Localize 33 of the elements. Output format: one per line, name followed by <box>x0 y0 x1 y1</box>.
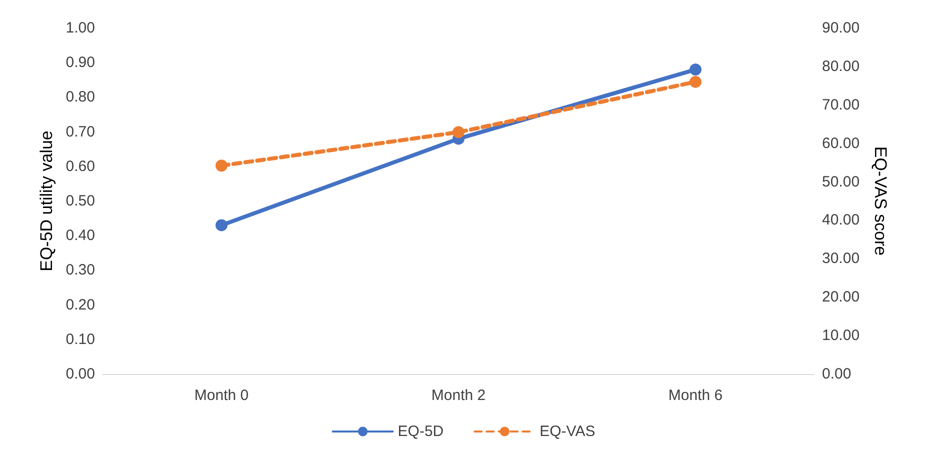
y2-tick-label: 40.00 <box>822 212 860 229</box>
y-tick-label: 1.00 <box>66 20 95 36</box>
point <box>690 64 702 76</box>
y-tick-label: 0.50 <box>66 192 95 210</box>
legend-label: EQ-VAS <box>540 423 596 440</box>
y-tick-label: 0.00 <box>66 366 95 382</box>
point <box>216 219 228 232</box>
y2-tick-label: 20.00 <box>822 288 860 306</box>
y2-tick-label: 50.00 <box>822 173 860 190</box>
y-axis-title: EQ-5D utility value <box>36 130 56 272</box>
y2-tick-label: 0.00 <box>822 366 852 382</box>
x-tick-label: Month 6 <box>668 387 723 404</box>
point <box>216 160 228 172</box>
y2-tick-label: 10.00 <box>822 327 860 344</box>
y2-axis-title: EQ-VAS score <box>871 146 890 256</box>
y-tick-label: 0.70 <box>66 123 95 140</box>
x-tick-label: Month 0 <box>194 387 249 404</box>
legend-label: EQ-5D <box>398 423 444 440</box>
y-tick-label: 0.60 <box>66 158 95 175</box>
y-tick-label: 0.80 <box>66 88 95 106</box>
y-tick-label: 0.40 <box>66 227 95 244</box>
y2-tick-label: 80.00 <box>822 58 860 75</box>
y2-tick-label: 70.00 <box>822 96 860 114</box>
y-tick-label: 0.10 <box>66 330 95 348</box>
y2-tick-label: 30.00 <box>822 250 860 268</box>
point <box>452 126 464 138</box>
point <box>690 76 702 88</box>
y2-tick-label: 60.00 <box>822 134 860 152</box>
y-tick-label: 0.30 <box>66 262 95 279</box>
x-tick-label: Month 2 <box>431 387 486 404</box>
y2-tick-label: 90.00 <box>822 20 860 36</box>
y-tick-label: 0.20 <box>66 296 95 314</box>
y-tick-label: 0.90 <box>66 54 95 72</box>
